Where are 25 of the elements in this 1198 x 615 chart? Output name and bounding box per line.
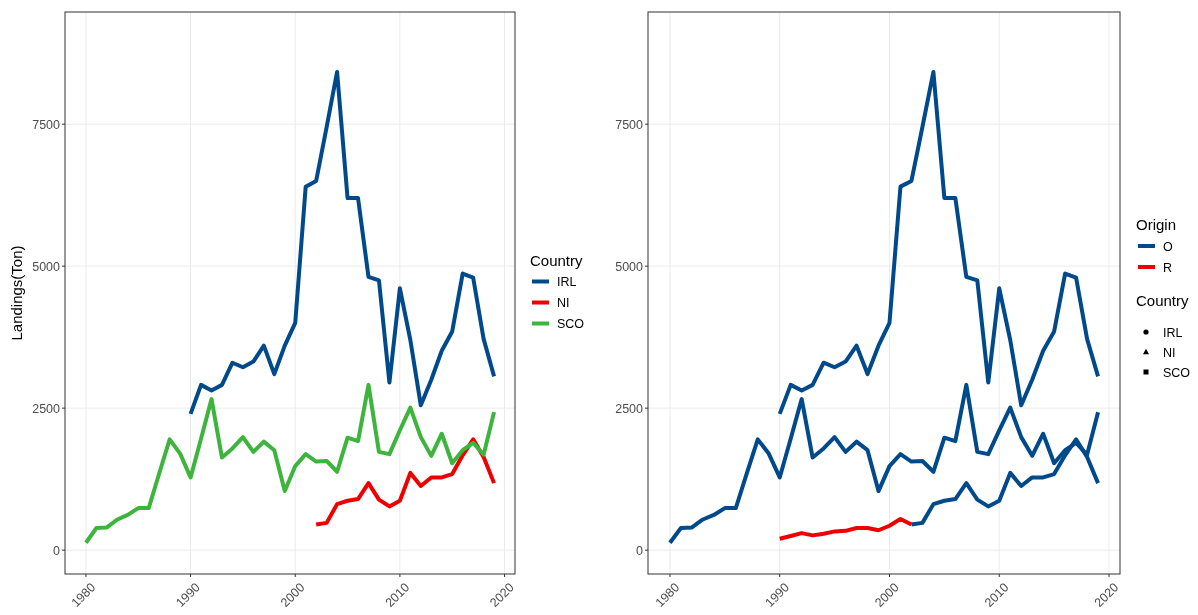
- legend-label: SCO: [557, 317, 585, 331]
- line-series: [777, 69, 1101, 416]
- text: IRL: [1163, 325, 1183, 340]
- line-series: [188, 69, 497, 416]
- line-series: [83, 382, 497, 545]
- y-tick-label: 0: [636, 543, 644, 558]
- y-tick-label: 2500: [615, 401, 644, 416]
- y-tick-label: 7500: [615, 117, 644, 132]
- y-tick-label: 5000: [32, 259, 61, 274]
- y-tick-label: 0: [53, 543, 61, 558]
- y-tick-label: 2500: [32, 401, 61, 416]
- line-series: [667, 382, 1101, 545]
- text: Country: [1136, 292, 1190, 309]
- y-axis-title: Landings(Ton): [8, 245, 25, 341]
- legend-label: R: [1163, 260, 1173, 275]
- legend-title: Country: [530, 251, 584, 269]
- legend-label: O: [1163, 239, 1173, 254]
- text: SCO: [1163, 365, 1191, 380]
- y-tick-label: 7500: [32, 117, 61, 132]
- legend-label: NI: [557, 296, 570, 310]
- legend-label: IRL: [557, 275, 577, 289]
- text: NI: [1163, 345, 1176, 360]
- line-series: [777, 516, 914, 541]
- legend-title: Origin: [1136, 216, 1177, 233]
- y-tick-label: 5000: [615, 259, 644, 274]
